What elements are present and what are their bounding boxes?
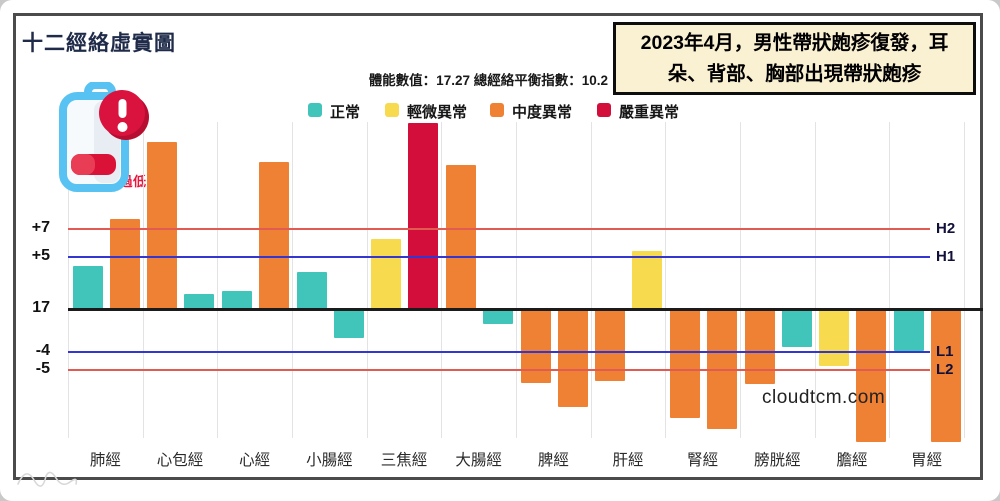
bar-脾經-right — [557, 309, 588, 407]
ref-line-label-L2: L2 — [936, 360, 954, 378]
note-box: 2023年4月，男性帶狀皰疹復發，耳朵、背部、胸部出現帶狀皰疹 — [613, 22, 976, 95]
bar-三焦經-right — [408, 122, 439, 309]
legend-swatch — [308, 103, 322, 117]
bar-肺經-left — [72, 266, 103, 309]
x-axis-label-脾經: 脾經 — [537, 452, 569, 469]
bar-膀胱經-right — [781, 309, 812, 348]
bar-心經-right — [258, 162, 289, 309]
bar-胃經-right — [930, 309, 961, 443]
bar-小腸經-left — [296, 271, 327, 309]
grid-line — [366, 122, 368, 438]
bar-心經-left — [221, 291, 252, 309]
legend-label: 正常 — [330, 104, 361, 121]
x-axis-label-膀胱經: 膀胱經 — [754, 452, 801, 469]
grid-line — [292, 122, 293, 438]
low-battery-warning-icon — [59, 82, 149, 192]
watermark: cloudtcm.com — [762, 387, 886, 408]
x-axis-label-小腸經: 小腸經 — [306, 452, 353, 469]
legend-label: 輕微異常 — [407, 104, 468, 121]
bar-肺經-right — [109, 218, 140, 309]
grid-line — [217, 122, 219, 438]
grid-line — [814, 122, 816, 438]
bar-腎經-left — [669, 309, 700, 419]
bar-脾經-left — [520, 309, 551, 383]
legend-swatch — [490, 103, 504, 117]
grid-line — [964, 122, 965, 438]
bar-胃經-left — [893, 309, 924, 351]
legend-swatch — [385, 103, 399, 117]
legend-swatch — [597, 103, 611, 117]
grid-line — [68, 122, 69, 438]
bar-心包經-right — [184, 294, 215, 309]
ref-line-L2 — [68, 368, 930, 371]
legend-label: 中度異常 — [512, 104, 573, 121]
y-axis-label: +7 — [31, 218, 50, 236]
x-axis-label-大腸經: 大腸經 — [455, 452, 502, 469]
grid-line — [665, 122, 667, 438]
ref-line-label-H2: H2 — [936, 219, 956, 237]
bar-膀胱經-left — [744, 309, 775, 384]
grid-line — [889, 122, 891, 438]
bar-心包經-left — [147, 141, 178, 309]
y-axis-label: -4 — [35, 342, 50, 360]
x-axis-label-膽經: 膽經 — [836, 452, 868, 469]
grid-line — [142, 122, 144, 438]
decorative-squiggle-icon — [17, 471, 78, 487]
x-axis-label-肝經: 肝經 — [612, 452, 644, 469]
bar-膽經-right — [856, 309, 887, 443]
y-axis-label: +5 — [31, 247, 50, 264]
baseline-label: 17 — [32, 299, 50, 316]
x-axis-label-腎經: 腎經 — [687, 452, 719, 469]
x-axis-label-心經: 心經 — [239, 452, 271, 469]
bar-大腸經-left — [445, 165, 476, 309]
x-axis-label-心包經: 心包經 — [156, 452, 204, 469]
bar-三焦經-left — [371, 239, 402, 309]
bar-小腸經-right — [333, 309, 364, 339]
ref-line-label-L1: L1 — [936, 343, 954, 361]
grid-line — [740, 122, 741, 438]
ref-line-label-H1: H1 — [936, 248, 956, 265]
grid-line — [516, 122, 517, 438]
legend-label: 嚴重異常 — [619, 104, 680, 121]
bar-肝經-left — [595, 309, 626, 381]
x-axis-baseline — [68, 308, 983, 311]
bar-大腸經-right — [482, 309, 513, 324]
x-axis-label-三焦經: 三焦經 — [380, 452, 428, 469]
grid-line — [590, 122, 592, 438]
bar-膽經-left — [819, 309, 850, 367]
x-axis-label-胃經: 胃經 — [911, 452, 943, 469]
bar-肝經-right — [632, 250, 663, 309]
ref-line-H1 — [68, 256, 930, 258]
ref-line-H2 — [68, 227, 930, 230]
bar-腎經-right — [706, 309, 737, 429]
ref-line-L1 — [68, 351, 930, 354]
y-axis-label: -5 — [35, 359, 50, 377]
stats-line: 體能數值：17.27 總經絡平衡指數：10.2 — [368, 73, 608, 88]
page-title: 十二經絡虛實圖 — [22, 32, 176, 55]
grid-line — [441, 122, 443, 438]
x-axis-label-肺經: 肺經 — [89, 452, 121, 469]
